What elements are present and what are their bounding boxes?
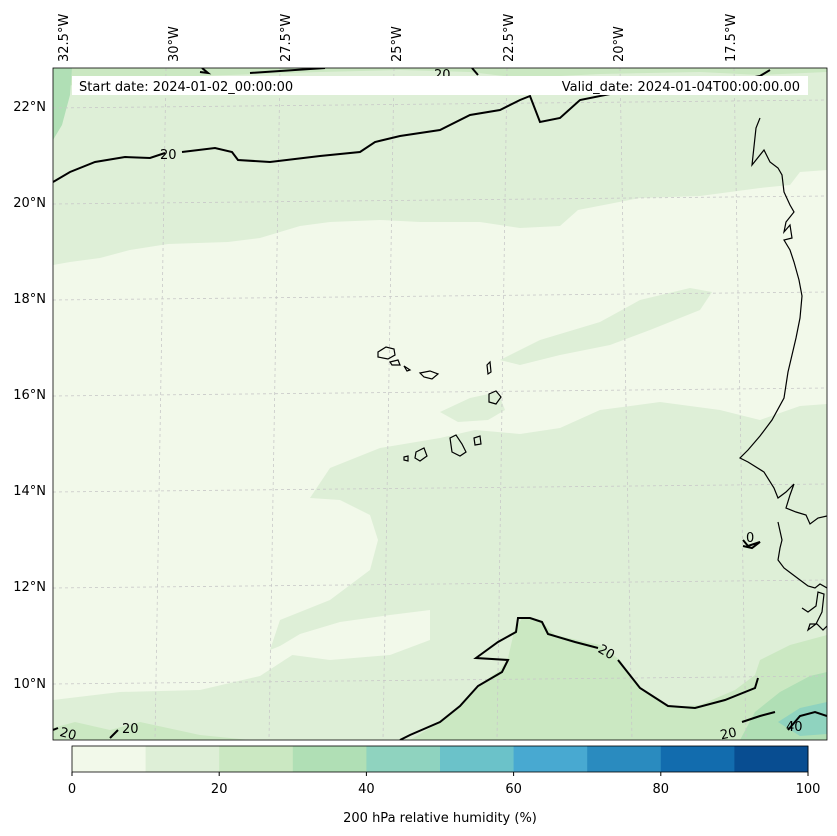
contour-20-north-fragment [199, 68, 479, 76]
humidity-band-0-10-pocket [270, 610, 430, 660]
contour-label-south: 20 [595, 642, 617, 663]
map-panel: 20 20 20 20 20 20 0 40 Start date: 2024-… [53, 68, 827, 744]
latitude-label: 20°N [13, 196, 46, 211]
fogo-island [414, 447, 428, 462]
colorbar: 0 20 40 60 80 100 [68, 745, 821, 797]
colorbar-segment [292, 746, 367, 772]
colorbar-tick-label: 0 [68, 782, 76, 797]
latitude-label: 14°N [13, 484, 46, 499]
start-date-text: Start date: 2024-01-02_00:00:00 [79, 80, 293, 95]
colorbar-segment [660, 746, 735, 772]
colorbar-segment [587, 746, 662, 772]
colorbar-segment [734, 746, 809, 772]
african-coastline [738, 117, 827, 632]
colorbar-frame [71, 745, 809, 773]
sal-island [486, 360, 492, 376]
contour-label-southeast: 20 [719, 725, 738, 743]
contour-label-southwest: 20 [58, 725, 78, 744]
longitude-label: 32.5°W [57, 14, 72, 62]
valid-date-text: Valid_date: 2024-01-04T00:00:00.00 [562, 80, 800, 95]
maio-island [473, 435, 482, 446]
humidity-band-20-30-north [53, 68, 827, 88]
graticule [53, 68, 827, 740]
contour-20-south [399, 617, 759, 740]
humidity-band-10-20-tongue [500, 288, 712, 365]
latitude-label: 10°N [13, 677, 46, 692]
latitude-label: 16°N [13, 388, 46, 403]
latitude-label: 22°N [13, 100, 46, 115]
contour-label-east: 0 [746, 531, 754, 546]
coastlines [377, 117, 827, 632]
santa-luzia-island [403, 365, 412, 372]
colorbar-tick-label: 80 [653, 782, 670, 797]
contour-label-north: 20 [160, 148, 177, 163]
humidity-band-30-40-northwest [53, 68, 72, 140]
colorbar-tick-label: 40 [358, 782, 375, 797]
longitude-label: 25°W [390, 26, 405, 62]
longitude-label: 20°W [612, 26, 627, 62]
colorbar-segment [219, 746, 294, 772]
humidity-contours [53, 68, 827, 740]
longitude-label: 17.5°W [724, 14, 739, 62]
contour-20-southwest [53, 727, 119, 739]
colorbar-segment [366, 746, 441, 772]
santiago-island [449, 434, 467, 457]
longitude-label: 30°W [167, 26, 182, 62]
latitude-label: 18°N [13, 292, 46, 307]
santo-antao-island [377, 346, 396, 360]
contour-0-east [742, 539, 761, 550]
contour-label-southeast-40: 40 [786, 720, 803, 735]
date-header-box [72, 76, 808, 95]
colorbar-segment [513, 746, 588, 772]
contour-20-southeast [741, 711, 776, 723]
map-frame [52, 67, 828, 741]
longitude-label: 27.5°W [279, 14, 294, 62]
sao-vicente-island [389, 359, 401, 366]
boa-vista-island [488, 390, 502, 405]
humidity-band-10-20-center [53, 402, 827, 740]
latitude-label: 12°N [13, 580, 46, 595]
contour-label-southwest-2: 20 [122, 722, 139, 737]
colorbar-tick-label: 60 [505, 782, 522, 797]
longitude-label: 22.5°W [502, 14, 517, 62]
sao-nicolau-island [418, 370, 440, 380]
contour-40-southeast [787, 710, 827, 731]
brava-island [403, 455, 409, 462]
humidity-band-10-20-north [53, 68, 827, 265]
colorbar-segment [145, 746, 220, 772]
colorbar-segment [72, 746, 147, 772]
colorbar-label: 200 hPa relative humidity (%) [343, 811, 537, 826]
colorbar-tick-label: 100 [796, 782, 821, 797]
humidity-band-20-30-south [53, 618, 827, 740]
colorbar-segment [440, 746, 515, 772]
colorbar-tick-label: 20 [211, 782, 228, 797]
